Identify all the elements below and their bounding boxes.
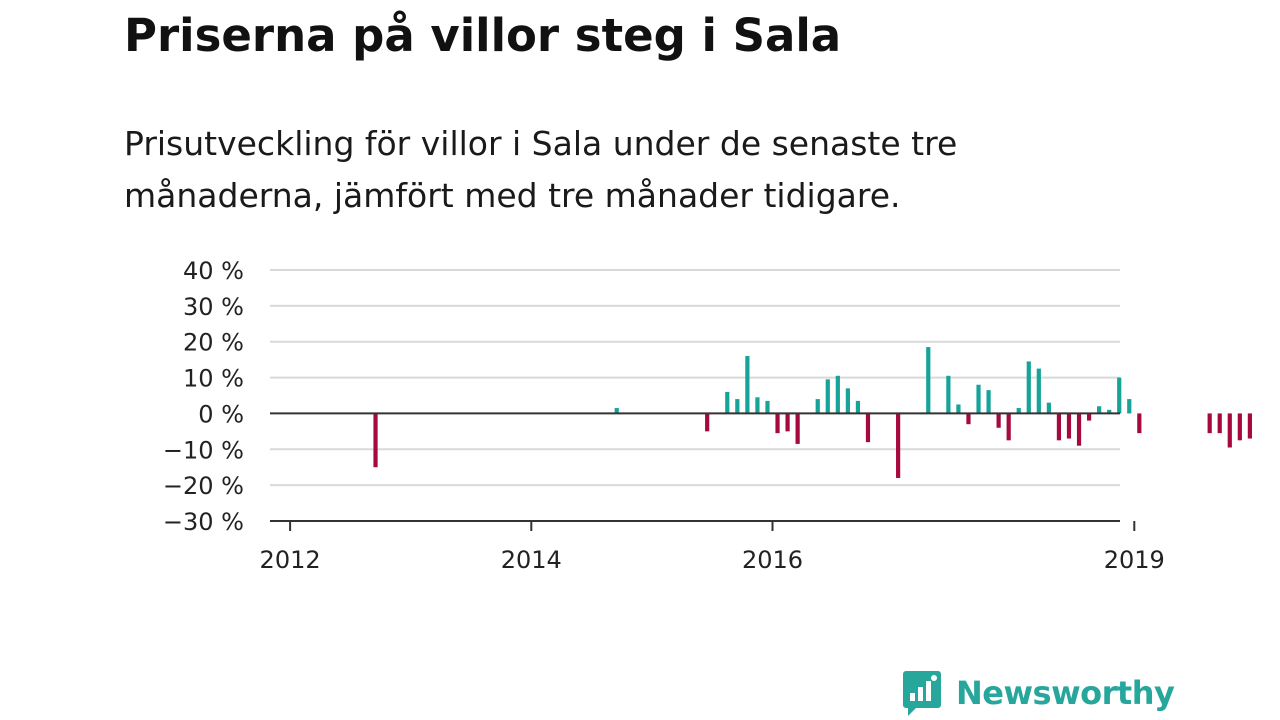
bar — [725, 391, 730, 414]
bar — [1207, 413, 1212, 434]
bar — [1227, 413, 1232, 448]
bar — [976, 384, 981, 414]
y-axis-ticks: 40 % 30 % 20 % 10 % 0 % −10 % −20 % −30 % — [163, 257, 244, 536]
bar — [1056, 413, 1062, 441]
bar — [1127, 399, 1132, 414]
bar — [1016, 408, 1021, 414]
y-tick-label: −10 % — [163, 436, 244, 464]
y-tick-label: 20 % — [183, 329, 244, 357]
bar — [966, 413, 971, 425]
brand-name: Newsworthy — [956, 674, 1175, 712]
bar — [1237, 413, 1242, 441]
bar — [795, 413, 800, 444]
bar — [986, 390, 991, 414]
bar — [755, 397, 760, 414]
bar — [785, 413, 790, 432]
brand: Newsworthy — [902, 668, 1175, 718]
y-tick-label: 40 % — [183, 257, 244, 285]
bar — [1097, 406, 1102, 414]
bar — [855, 400, 861, 414]
chart-title: Priserna på villor steg i Sala — [124, 9, 842, 62]
axes — [270, 412, 1120, 522]
bar — [775, 413, 780, 434]
bar — [815, 399, 820, 414]
y-tick-label: −20 % — [163, 472, 244, 500]
y-tick-label: 30 % — [183, 293, 244, 321]
bar — [735, 399, 740, 414]
bar — [896, 413, 901, 478]
bar — [1107, 409, 1112, 414]
bars — [373, 347, 1252, 478]
x-tick-label: 2016 — [742, 546, 803, 574]
bar — [1046, 402, 1051, 414]
grid-lines — [270, 269, 1120, 487]
x-tick-label: 2014 — [501, 546, 562, 574]
bar — [845, 388, 850, 414]
bar — [825, 379, 830, 414]
y-tick-label: 0 % — [198, 400, 244, 428]
bar — [1117, 377, 1122, 414]
y-tick-label: 10 % — [183, 365, 244, 393]
x-axis-ticks: 2012201420162019202120232025 — [260, 521, 1165, 574]
bar — [835, 375, 840, 414]
bar — [1006, 413, 1011, 441]
bar — [373, 413, 378, 468]
bar — [996, 413, 1001, 428]
bar — [745, 356, 750, 414]
bar — [956, 404, 961, 414]
x-tick-label: 2019 — [1104, 546, 1165, 574]
bar — [1086, 413, 1092, 421]
bar — [865, 413, 871, 443]
bar — [1066, 413, 1072, 439]
bar — [705, 413, 710, 432]
bar — [1217, 413, 1222, 434]
bar — [1247, 413, 1252, 439]
bar — [926, 347, 931, 414]
bar — [1076, 413, 1082, 446]
bar — [1036, 368, 1041, 414]
y-tick-label: −30 % — [163, 508, 244, 536]
chart-subtitle: Prisutveckling för villor i Sala under d… — [124, 124, 958, 215]
bar — [614, 408, 619, 414]
bar — [1026, 361, 1031, 414]
bar — [765, 400, 770, 414]
newsworthy-logo-icon — [903, 671, 941, 716]
bar — [1137, 413, 1142, 434]
x-tick-label: 2012 — [260, 546, 321, 574]
bar — [946, 375, 951, 414]
